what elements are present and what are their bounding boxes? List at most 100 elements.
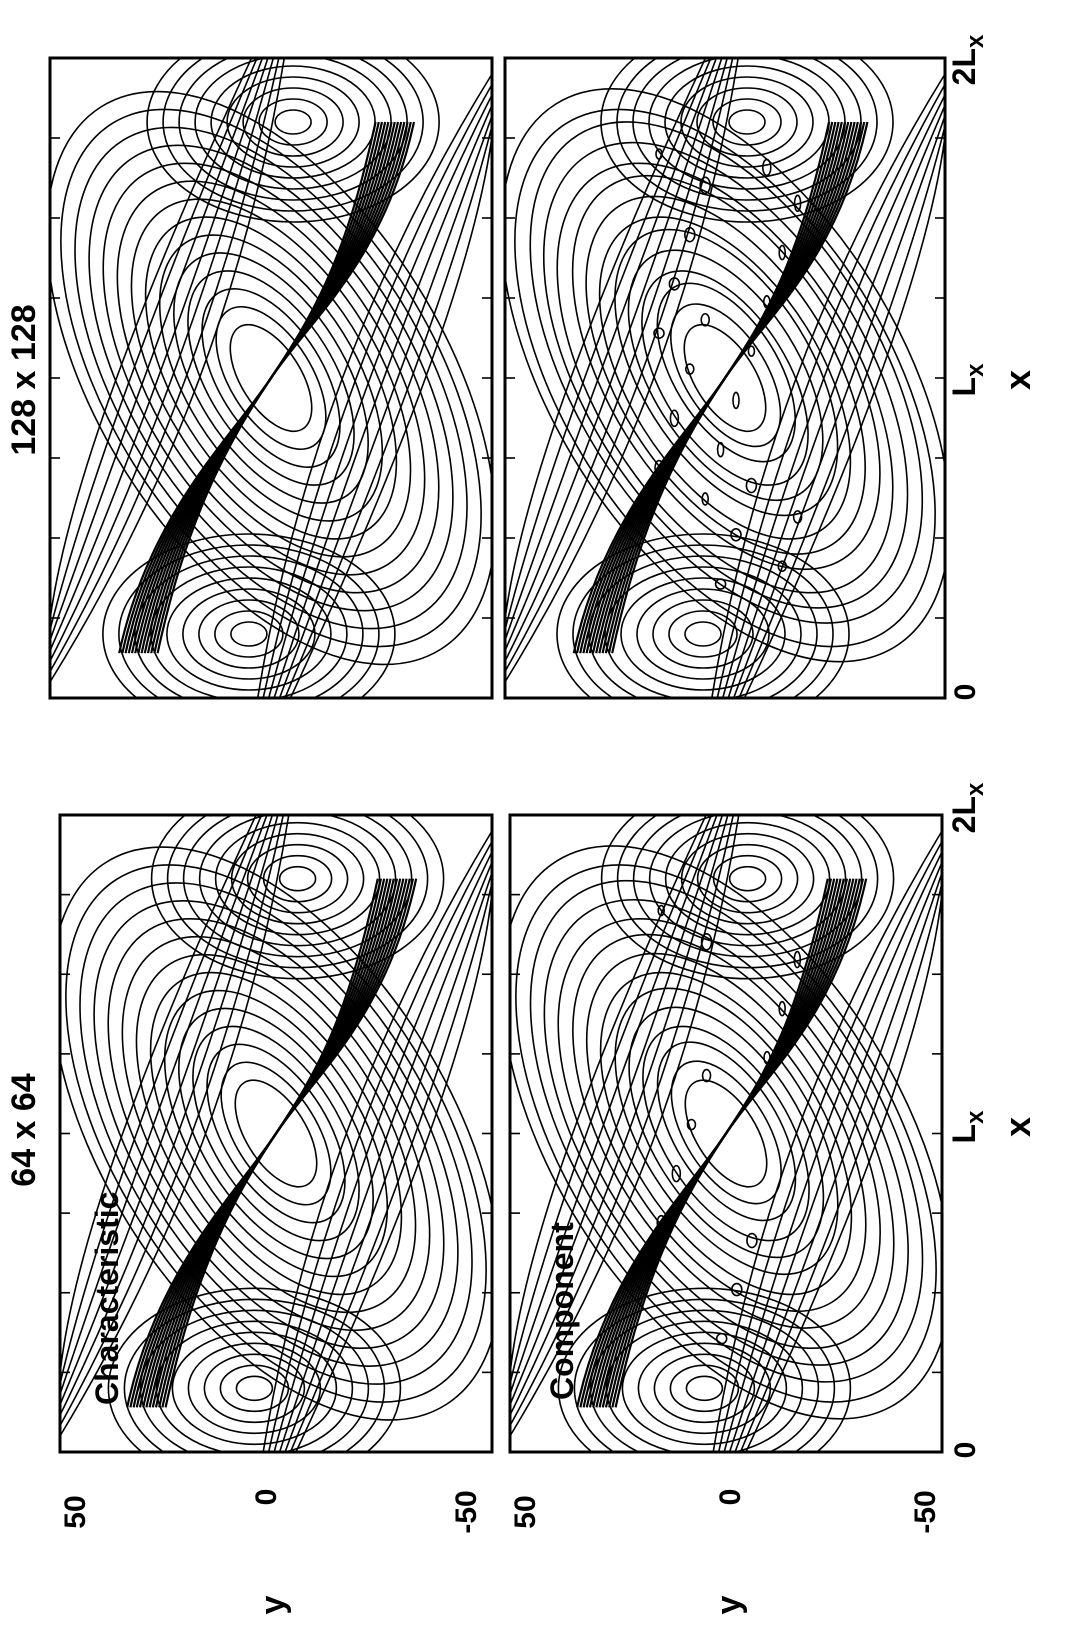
- contour-line: [664, 821, 831, 936]
- contour-line: [242, 87, 344, 157]
- contour-line: [684, 621, 722, 647]
- x-tick-label-2L: 2Lx: [946, 34, 989, 85]
- contour-line: [166, 577, 332, 691]
- contour-line: [614, 987, 839, 1276]
- contour-line: [201, 288, 341, 468]
- contour-line: [150, 815, 445, 980]
- contour-line: [50, 58, 253, 620]
- contour-line: [134, 555, 364, 698]
- contour-line: [164, 878, 418, 1408]
- contour-line: [220, 1061, 332, 1206]
- contour-line: [589, 1309, 820, 1452]
- contour-line: [214, 821, 381, 936]
- contour-line: [182, 815, 413, 958]
- contour-line: [721, 94, 945, 698]
- contour-line: [655, 148, 663, 160]
- y-tick-label: 0: [714, 1489, 747, 1506]
- contour-line: [585, 195, 866, 555]
- x-axis-title: x: [997, 1117, 1038, 1137]
- contour-lines: [505, 58, 945, 698]
- contour-line: [50, 58, 269, 652]
- x-axis-title: x: [997, 370, 1038, 390]
- contour-line: [203, 1353, 306, 1424]
- y-axis-title: y: [710, 1595, 748, 1614]
- contour-line: [235, 1375, 274, 1402]
- contour-line: [505, 58, 707, 620]
- contour-line: [600, 815, 895, 980]
- contour-line: [793, 950, 802, 969]
- panel-128-characteristic: [48, 56, 494, 700]
- contour-line: [50, 58, 280, 672]
- contour-line: [712, 98, 782, 146]
- contour-line: [777, 560, 788, 572]
- contour-line: [669, 1364, 740, 1413]
- contour-line: [684, 363, 695, 375]
- contour-line: [714, 578, 727, 590]
- contour-line: [686, 1118, 697, 1131]
- contour-line: [510, 815, 718, 1395]
- contour-line: [604, 566, 802, 698]
- contour-line: [598, 216, 852, 540]
- contour-line: [543, 898, 909, 1366]
- contour-line: [60, 846, 492, 1421]
- contour-line: [745, 893, 942, 1452]
- contour-line: [616, 815, 879, 969]
- contour-line: [571, 174, 881, 571]
- contour-line: [793, 194, 802, 213]
- contour-line: [60, 815, 285, 1426]
- contour-line: [60, 815, 268, 1395]
- contour-line: [135, 953, 417, 1314]
- contour-line: [557, 1287, 852, 1452]
- contour-line: [163, 989, 389, 1278]
- contour-line: [229, 323, 313, 433]
- contour-line: [278, 115, 492, 698]
- contour-line: [178, 1007, 374, 1260]
- contour-line: [572, 544, 834, 698]
- x-tick-label-L: Lx: [946, 1110, 989, 1144]
- contour-line: [510, 815, 724, 1406]
- column-title-128: 128 x 128: [5, 304, 43, 455]
- contour-line: [715, 1332, 728, 1345]
- x-tick-label-L: Lx: [946, 363, 989, 397]
- contour-line: [572, 933, 881, 1329]
- x-tick-label: 0: [949, 1442, 982, 1459]
- contour-line: [734, 872, 942, 1452]
- contour-line: [717, 841, 942, 1452]
- contour-line: [505, 58, 734, 672]
- contour-line: [262, 854, 333, 903]
- contour-line: [762, 295, 771, 309]
- panel-64-component: [508, 813, 944, 1454]
- contour-line: [730, 527, 742, 542]
- contour-line: [107, 1287, 402, 1452]
- contour-line: [74, 126, 468, 630]
- contour-line: [680, 832, 815, 925]
- contour-line: [628, 1006, 825, 1259]
- contour-line: [656, 282, 797, 463]
- contour-line: [116, 180, 426, 576]
- contour-line: [50, 58, 258, 631]
- contour-line: [60, 815, 274, 1406]
- contour-line: [158, 234, 384, 522]
- contour-line: [510, 815, 729, 1416]
- contour-line: [656, 1214, 667, 1231]
- contour-line: [656, 1041, 797, 1222]
- contour-line: [505, 58, 723, 652]
- contour-line: [210, 65, 376, 179]
- contour-line: [732, 115, 945, 698]
- contour-line: [668, 610, 738, 658]
- contour-line: [284, 125, 492, 698]
- contour-line: [529, 121, 924, 624]
- x-tick-label-2L: 2Lx: [946, 782, 989, 833]
- contour-line: [278, 861, 492, 1452]
- contour-line: [716, 441, 725, 458]
- contour-line: [274, 109, 312, 135]
- contour-line: [262, 830, 492, 1452]
- contour-line: [187, 1342, 322, 1435]
- contour-line: [230, 832, 365, 925]
- contour-line: [206, 1043, 346, 1224]
- contour-line: [701, 1068, 712, 1083]
- contour-line: [150, 566, 348, 698]
- contour-line: [510, 815, 735, 1426]
- contour-line: [670, 303, 782, 448]
- contour-line: [215, 305, 327, 451]
